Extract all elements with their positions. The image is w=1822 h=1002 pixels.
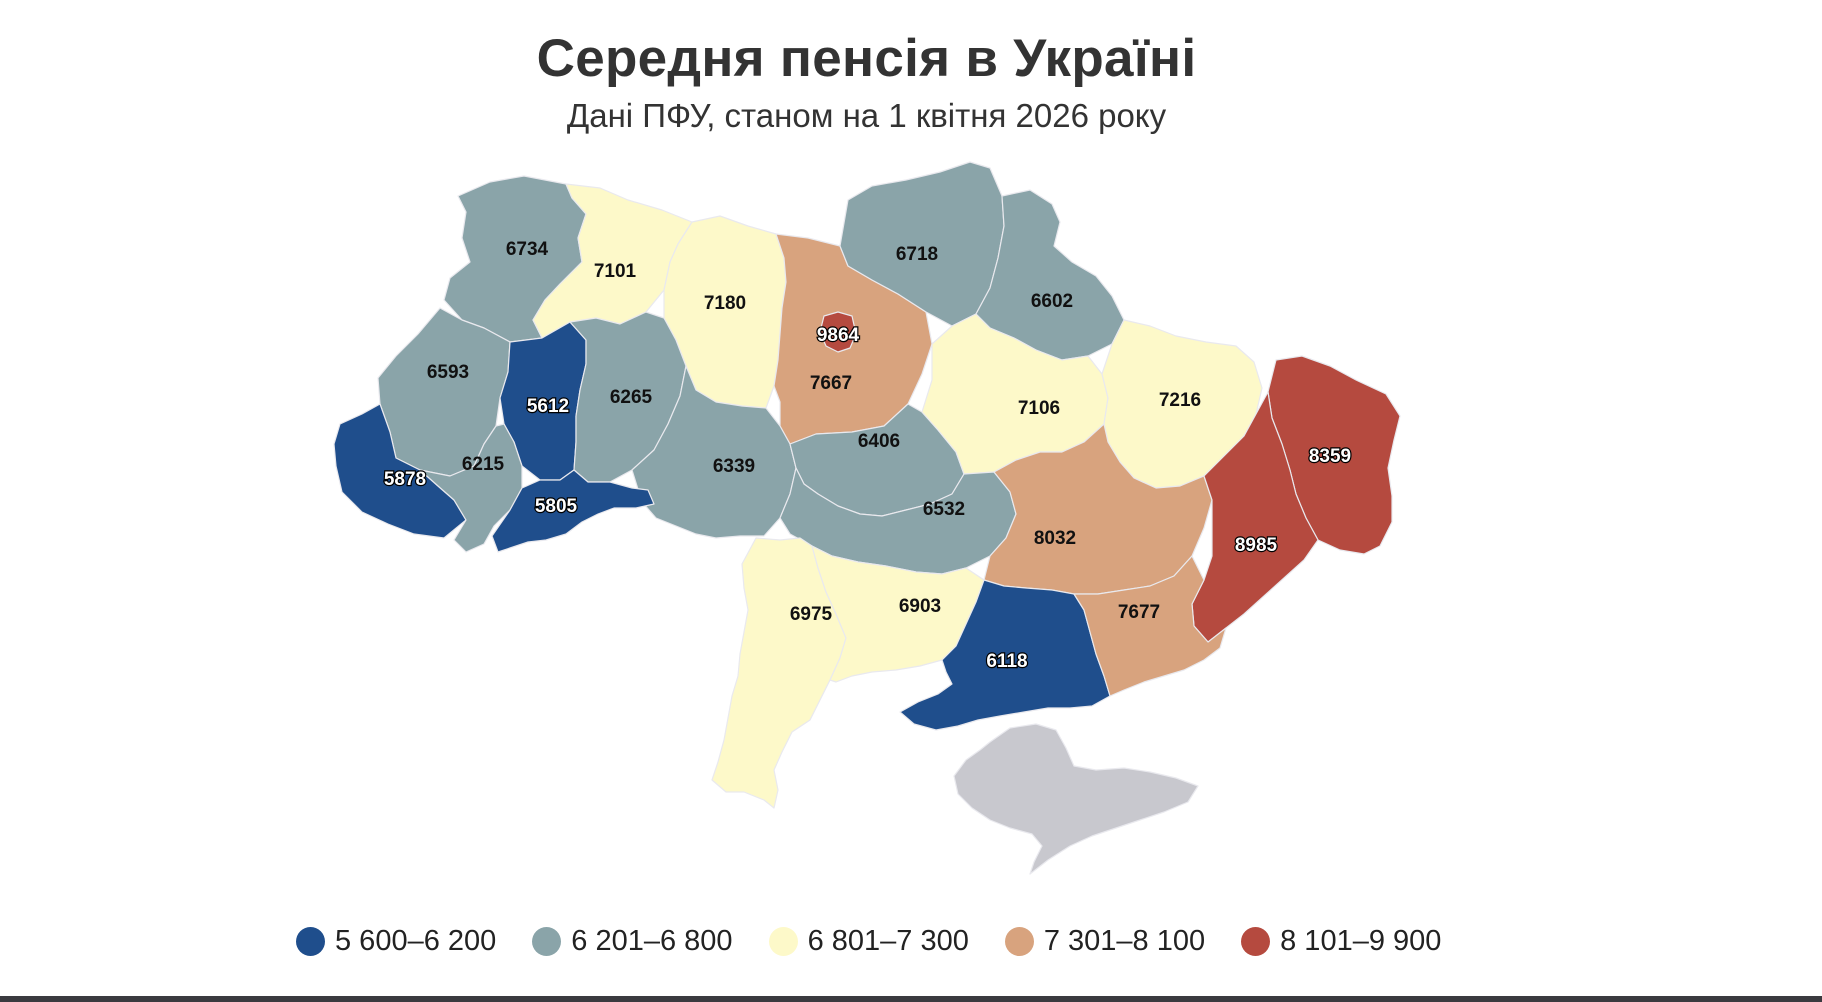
region-sumy [975, 189, 1125, 361]
region-label-sumy: 6602 [1031, 291, 1073, 312]
region-crimea [953, 723, 1199, 875]
region-label-mykolaiv: 6903 [899, 596, 941, 617]
legend-swatch [532, 927, 562, 956]
region-label-chernihiv: 6718 [896, 244, 938, 265]
region-label-kirovohrad: 6532 [923, 499, 965, 520]
region-label-zaporizhzhia: 7677 [1118, 602, 1160, 623]
region-label-volyn: 6734 [506, 239, 549, 260]
legend: 5 600–6 200 6 201–6 800 6 801–7 300 7 301–8… [296, 925, 1477, 958]
map-title: Середня пенсія в Україні [536, 29, 1197, 88]
region-label-donetsk: 8985 [1235, 535, 1278, 556]
legend-swatch [768, 927, 798, 956]
legend-item: 7 301–8 100 [1004, 925, 1206, 958]
region-donetsk [1191, 391, 1319, 643]
region-label-zakarpattia: 5878 [384, 469, 426, 490]
region-label-kherson: 6118 [986, 651, 1027, 672]
region-label-cherkasy: 6406 [858, 431, 900, 452]
region-label-vinnytsia: 6339 [713, 456, 755, 477]
legend-label: 6 201–6 800 [571, 925, 733, 957]
region-label-khmelnytskyi: 6265 [610, 387, 653, 408]
region-label-odesa: 6975 [790, 604, 833, 625]
region-label-rivne: 7101 [594, 261, 637, 282]
region-kyiv-city [819, 311, 857, 353]
legend-label: 5 600–6 200 [335, 925, 497, 957]
map-subtitle: Дані ПФУ, станом на 1 квітня 2026 року [566, 97, 1167, 134]
legend-label: 6 801–7 300 [807, 925, 969, 957]
legend-item: 8 101–9 900 [1241, 925, 1441, 958]
legend-item: 5 600–6 200 [296, 925, 496, 958]
legend-label: 7 301–8 100 [1043, 925, 1206, 957]
region-label-ternopil: 5612 [527, 396, 569, 417]
region-label-zhytomyr: 7180 [704, 293, 746, 314]
legend-label: 8 101–9 900 [1280, 925, 1442, 957]
region-label-chernivtsi: 5805 [535, 496, 578, 517]
region-label-lviv: 6593 [427, 362, 469, 383]
legend-item: 6 801–7 300 [768, 925, 969, 958]
region-zaporizhzhia [1073, 555, 1227, 697]
region-label-dnipropetrovsk: 8032 [1034, 528, 1076, 549]
legend-swatch [1004, 927, 1034, 956]
legend-item: 6 201–6 800 [532, 925, 733, 958]
region-label-luhansk: 8359 [1309, 446, 1351, 467]
region-mykolaiv [811, 545, 985, 683]
region-label-poltava: 7106 [1018, 398, 1060, 419]
legend-swatch [296, 927, 325, 956]
region-label-ivano-frankivsk: 6215 [462, 454, 505, 475]
region-chernivtsi [491, 469, 655, 553]
legend-swatch [1241, 927, 1271, 956]
region-vinnytsia [631, 365, 797, 539]
window-bottom-edge [0, 996, 1822, 1002]
region-label-kharkiv: 7216 [1159, 390, 1201, 411]
region-label-kyiv-city: 9864 [817, 325, 860, 346]
region-kherson [899, 579, 1111, 731]
region-label-kyiv-oblast: 7667 [810, 373, 852, 394]
